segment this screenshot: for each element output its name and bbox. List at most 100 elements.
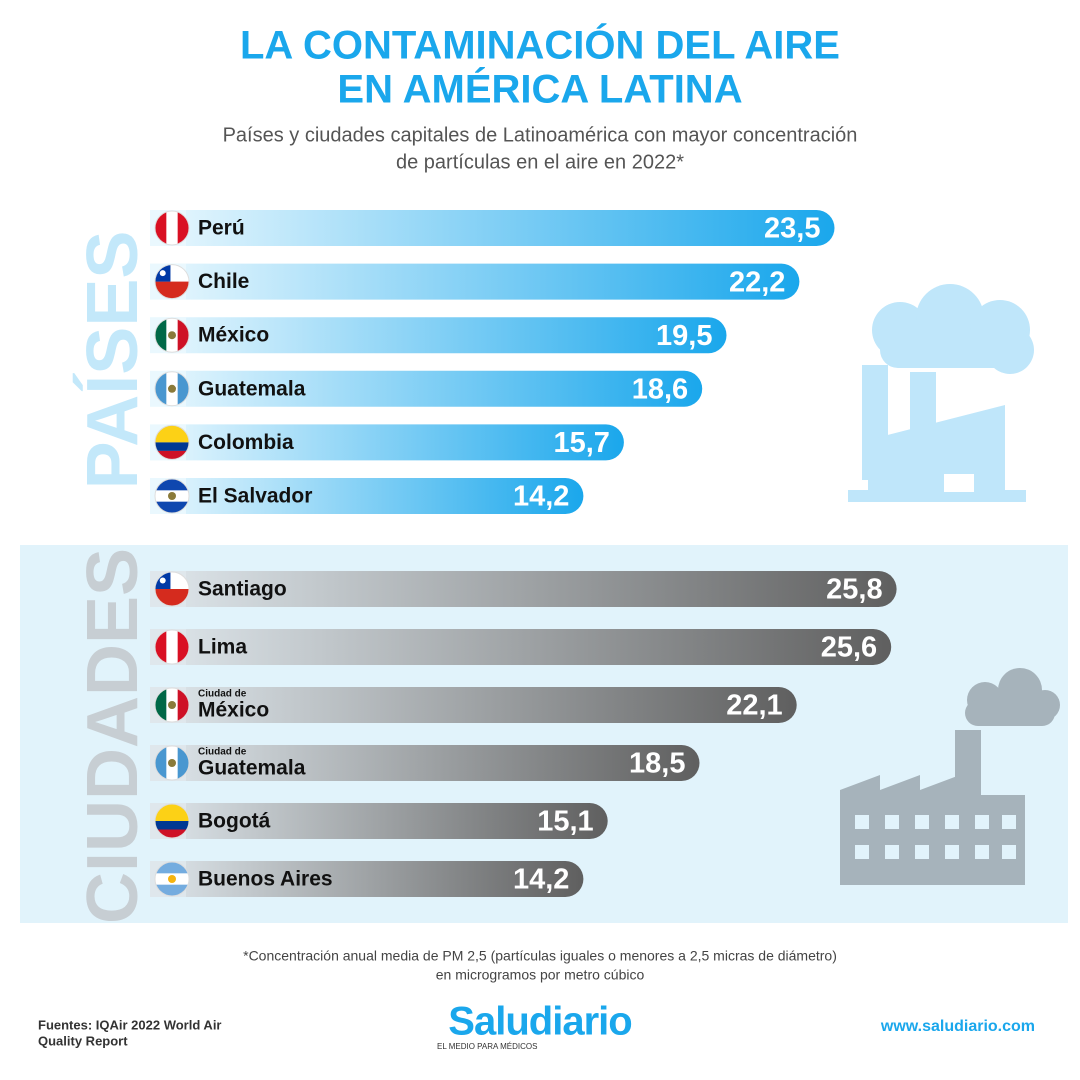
- bar: [150, 210, 835, 246]
- flag-border: [154, 861, 190, 897]
- flag-stripe: [155, 884, 189, 896]
- subtitle: Países y ciudades capitales de Latinoamé…: [223, 124, 858, 146]
- flag-stripe: [177, 371, 189, 406]
- factory-icon: [848, 284, 1034, 502]
- value-label: 22,2: [729, 266, 785, 298]
- flag-stripe: [155, 442, 189, 451]
- flag-stripe: [155, 630, 167, 664]
- tagline: EL MEDIO PARA MÉDICOS: [437, 1042, 537, 1051]
- category-label: Santiago: [198, 578, 287, 601]
- footnote: *Concentración anual media de PM 2,5 (pa…: [243, 948, 837, 964]
- flag-stripe: [155, 211, 167, 245]
- value-label: 15,7: [553, 427, 609, 459]
- bar: [150, 571, 897, 607]
- category-label: Chile: [198, 270, 249, 293]
- flag-stripe: [155, 450, 189, 460]
- title: LA CONTAMINACIÓN DEL AIRE: [240, 22, 840, 68]
- flag-star: [159, 577, 166, 584]
- flag-stripe: [177, 211, 189, 245]
- flag-border: [154, 745, 190, 781]
- flag-stripe: [155, 862, 189, 874]
- flag-emblem: [168, 384, 176, 393]
- flag-emblem: [168, 875, 176, 883]
- category-label: Buenos Aires: [198, 868, 333, 891]
- flag: [155, 862, 189, 896]
- group-title: PAÍSES: [73, 231, 153, 490]
- sources: Fuentes: IQAir 2022 World Air: [38, 1017, 222, 1032]
- flag: [155, 211, 189, 245]
- value-label: 22,1: [726, 690, 782, 722]
- flag-stripe: [155, 318, 167, 353]
- value-label: 25,6: [821, 632, 877, 664]
- flag: [155, 425, 189, 460]
- flag-stripe: [155, 425, 189, 443]
- category-label: México: [198, 699, 269, 722]
- bar: [150, 263, 800, 300]
- bar: [150, 745, 700, 781]
- flag-stripe: [166, 211, 179, 245]
- value-label: 14,2: [513, 864, 569, 896]
- flag-border: [154, 317, 190, 353]
- footnote: en microgramos por metro cúbico: [436, 967, 645, 983]
- flag-border: [154, 571, 190, 607]
- category-label: México: [198, 324, 269, 347]
- flag-border: [154, 371, 190, 407]
- flag-stripe: [177, 318, 189, 353]
- flag-emblem: [168, 759, 176, 767]
- bar: [150, 424, 624, 461]
- flag-stripe: [155, 821, 189, 830]
- flag-border: [154, 424, 190, 460]
- group-title: CIUDADES: [73, 548, 153, 924]
- bar: [150, 687, 797, 723]
- factory-windows: [855, 815, 1016, 859]
- value-label: 25,8: [826, 574, 882, 606]
- title: EN AMÉRICA LATINA: [337, 67, 742, 112]
- category-label: Lima: [198, 636, 247, 659]
- bar: [150, 478, 584, 514]
- flag-border: [154, 478, 190, 514]
- flag-stripe: [166, 630, 179, 664]
- flag-stripe: [155, 479, 189, 491]
- flag-stripe: [177, 688, 189, 722]
- bar: [150, 317, 727, 354]
- value-label: 23,5: [764, 213, 820, 245]
- value-label: 18,6: [632, 373, 688, 405]
- flag-border: [154, 210, 190, 246]
- flag: [155, 572, 189, 606]
- flag-stripe: [155, 829, 189, 838]
- flag-stripe: [155, 804, 189, 821]
- category-label: Colombia: [198, 431, 294, 454]
- category-label: El Salvador: [198, 485, 312, 508]
- bar: [150, 803, 608, 839]
- category-prefix: Ciudad de: [198, 689, 247, 700]
- flag-emblem: [168, 701, 176, 709]
- flag-stripe: [155, 371, 167, 406]
- category-label: Perú: [198, 217, 245, 240]
- bar: [150, 370, 703, 407]
- subtitle: de partículas en el aire en 2022*: [396, 151, 684, 173]
- flag-border: [154, 687, 190, 723]
- flag-stripe: [155, 501, 189, 513]
- category-label: Bogotá: [198, 810, 271, 833]
- flag-star: [159, 270, 166, 277]
- factory-door: [944, 474, 974, 492]
- flag: [155, 479, 189, 513]
- flag-stripe: [155, 281, 189, 299]
- category-prefix: Ciudad de: [198, 747, 247, 758]
- flag: [155, 688, 189, 722]
- bar: [150, 629, 892, 665]
- flag-stripe: [155, 688, 167, 722]
- flag-stripe: [177, 630, 189, 664]
- flag-stripe: [155, 589, 189, 606]
- value-label: 14,2: [513, 481, 569, 513]
- flag: [155, 371, 189, 406]
- flag-border: [154, 629, 190, 665]
- value-label: 18,5: [629, 748, 685, 780]
- bar: [150, 861, 584, 897]
- flag: [155, 804, 189, 838]
- flag-border: [154, 264, 190, 300]
- flag-stripe: [177, 746, 189, 780]
- value-label: 15,1: [537, 806, 593, 838]
- flag-emblem: [168, 331, 176, 340]
